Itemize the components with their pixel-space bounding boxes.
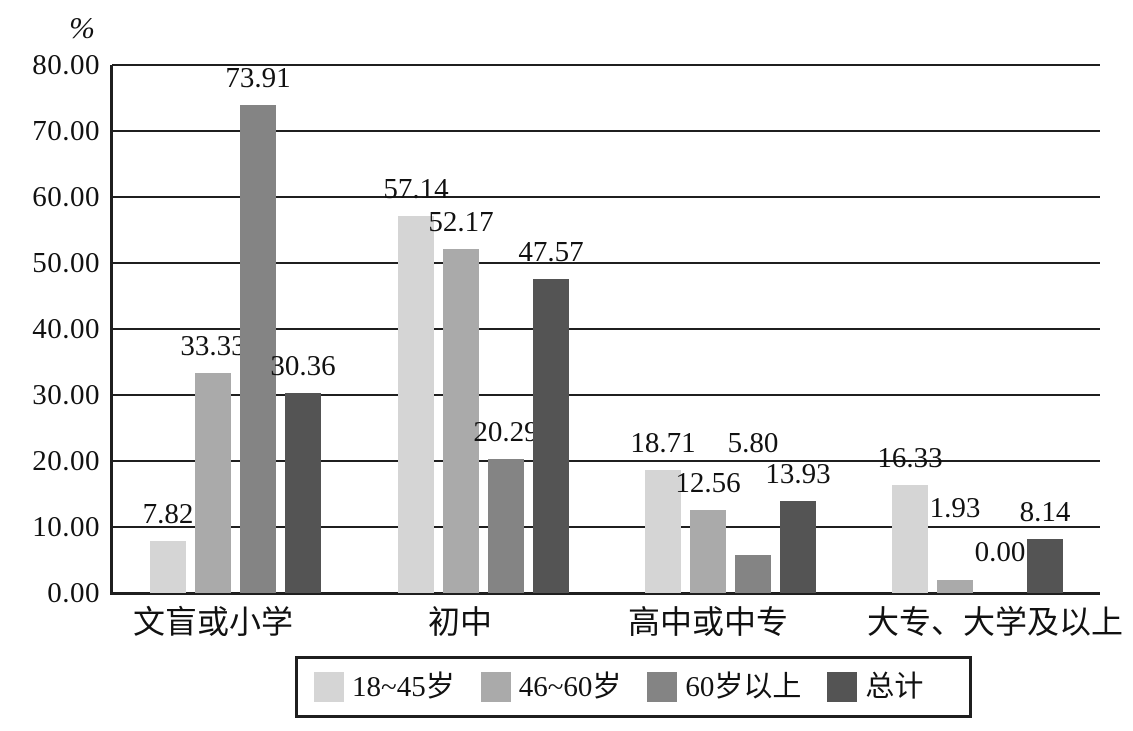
bar xyxy=(892,485,928,593)
x-axis-category-label: 文盲或小学 xyxy=(132,604,293,640)
bar xyxy=(937,580,973,593)
bar-value-label: 20.29 xyxy=(473,416,539,449)
y-tick-label: 70.00 xyxy=(32,115,100,147)
legend-swatch xyxy=(827,672,858,702)
legend-swatch xyxy=(480,672,511,702)
legend-item: 60岁以上 xyxy=(647,670,801,704)
legend-swatch xyxy=(314,672,344,702)
bar xyxy=(1027,539,1063,593)
legend-item: 总计 xyxy=(827,670,923,704)
bar-value-label: 1.93 xyxy=(929,492,981,524)
legend-label: 60岁以上 xyxy=(685,671,802,703)
gridline xyxy=(112,64,1100,66)
bar xyxy=(398,215,434,593)
y-tick-label: 40.00 xyxy=(32,313,100,345)
bar xyxy=(443,248,479,593)
bar-value-label: 7.82 xyxy=(142,498,194,531)
y-tick-label: 0.00 xyxy=(47,577,100,609)
bar-value-label: 16.33 xyxy=(877,442,943,475)
bar xyxy=(240,105,276,593)
y-tick-label: 80.00 xyxy=(32,49,100,81)
x-axis-category-label: 高中或中专 xyxy=(627,604,788,640)
bar-value-label: 8.14 xyxy=(1019,496,1071,529)
gridline xyxy=(112,130,1100,132)
gridline xyxy=(112,262,1100,264)
y-tick-label: 10.00 xyxy=(32,511,100,543)
legend-item: 46~60岁 xyxy=(480,670,622,704)
bar-value-label: 13.93 xyxy=(765,458,831,491)
bar-value-label: 12.56 xyxy=(675,467,741,500)
bar xyxy=(488,459,524,593)
bar xyxy=(285,392,321,593)
bar-value-label: 30.36 xyxy=(270,349,336,382)
x-axis-line xyxy=(110,592,1100,595)
y-tick-label: 50.00 xyxy=(32,247,100,279)
legend-item: 18~45岁 xyxy=(314,670,455,704)
bar-value-label: 5.80 xyxy=(727,427,779,459)
legend-swatch xyxy=(647,672,678,702)
bar-value-label: 0.00 xyxy=(974,536,1026,568)
bar-value-label: 73.91 xyxy=(225,62,291,95)
y-tick-label: 60.00 xyxy=(32,181,100,213)
gridline xyxy=(112,328,1100,330)
legend-label: 总计 xyxy=(865,671,924,703)
gridline xyxy=(112,196,1100,198)
bar xyxy=(735,554,771,593)
gridline xyxy=(112,394,1100,396)
bar xyxy=(645,469,681,593)
legend-label: 18~45岁 xyxy=(352,671,455,703)
bar-value-label: 52.17 xyxy=(428,205,494,238)
bar xyxy=(690,510,726,593)
y-tick-label: 20.00 xyxy=(32,445,100,477)
y-axis-unit-label: % xyxy=(69,10,95,45)
bar xyxy=(150,541,186,593)
bar xyxy=(195,373,231,593)
x-axis-category-label: 初中 xyxy=(427,604,492,640)
bar-value-label: 18.71 xyxy=(630,426,696,459)
y-tick-label: 30.00 xyxy=(32,379,100,411)
legend-label: 46~60岁 xyxy=(518,671,622,703)
bar-value-label: 33.33 xyxy=(180,330,246,363)
bar xyxy=(533,279,569,593)
gridline xyxy=(112,526,1100,528)
bar xyxy=(780,501,816,593)
bar-value-label: 47.57 xyxy=(518,236,584,269)
bar-value-label: 57.14 xyxy=(383,172,449,205)
y-axis-line xyxy=(110,65,113,593)
legend: 18~45岁 46~60岁 60岁以上 总计 xyxy=(295,656,972,718)
gridline xyxy=(112,460,1100,462)
x-axis-category-label: 大专、大学及以上 xyxy=(866,604,1123,640)
